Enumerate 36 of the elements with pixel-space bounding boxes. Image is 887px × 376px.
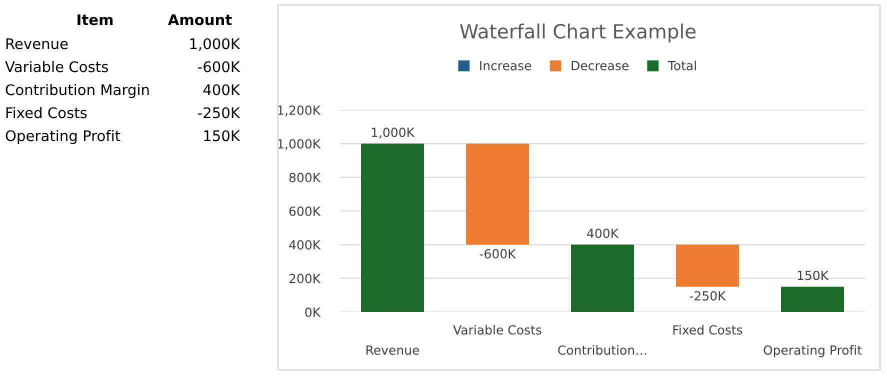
y-tick-label: 400K xyxy=(289,240,321,250)
data-label: -250K xyxy=(690,291,726,301)
text: 1,000K xyxy=(190,38,240,51)
text: Operating Profit xyxy=(6,130,120,144)
y-tick-label: 0K xyxy=(305,307,321,317)
text: 150K xyxy=(204,130,240,142)
y-tick-label: 200K xyxy=(289,274,321,284)
chart-title: Waterfall Chart Example xyxy=(460,24,696,42)
y-tick-label: 1,000K xyxy=(278,139,321,150)
data-label: 150K xyxy=(798,270,829,280)
text: Fixed Costs xyxy=(6,106,87,118)
bar xyxy=(781,286,844,312)
bar xyxy=(466,144,529,245)
text: Variable Costs xyxy=(5,60,108,72)
bar xyxy=(571,244,634,312)
text: -600K xyxy=(198,61,240,72)
x-tick-label: Operating Profit xyxy=(764,345,862,358)
text: -250K xyxy=(198,107,240,118)
data-label: 400K xyxy=(587,228,619,238)
legend-label: Decrease xyxy=(572,61,628,70)
legend-label: Total xyxy=(668,60,696,70)
text: Revenue xyxy=(6,38,68,50)
x-tick-label: Revenue xyxy=(366,346,420,355)
data-label: -600K xyxy=(480,249,516,259)
y-tick-label: 800K xyxy=(289,172,321,182)
bar xyxy=(361,144,424,312)
y-tick-label: 600K xyxy=(289,206,321,216)
text: 400K xyxy=(203,84,240,96)
text: Amount xyxy=(168,14,232,26)
y-tick-label: 1,200K xyxy=(278,105,321,116)
data-label: 1,000K xyxy=(372,128,415,138)
text: Contribution Margin xyxy=(6,84,149,98)
legend-label: Increase xyxy=(480,61,532,70)
text: Item xyxy=(78,14,113,26)
bar xyxy=(676,244,739,287)
x-tick-label: Contribution… xyxy=(558,345,646,355)
